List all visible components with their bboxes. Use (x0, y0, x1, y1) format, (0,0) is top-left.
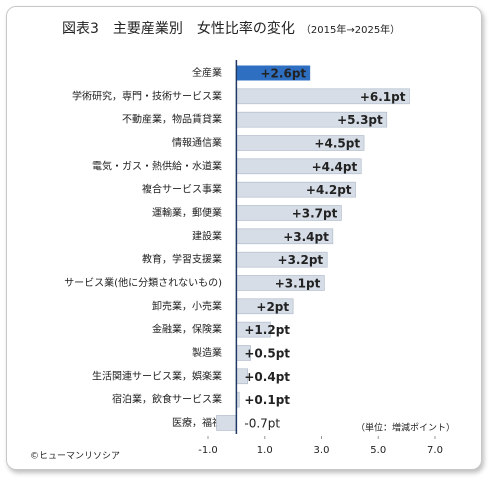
y-tick-label: サービス業(他に分類されないもの) (64, 276, 222, 289)
value-label: +2.6pt (261, 67, 307, 81)
value-label: -0.7pt (244, 416, 280, 430)
value-label: +5.3pt (337, 113, 383, 127)
value-label: +3.1pt (275, 276, 321, 290)
x-tick-label: 5.0 (370, 445, 386, 456)
y-tick-label: 生活関連サービス業，娯楽業 (92, 369, 222, 382)
y-tick-label: 学術研究，専門・技術サービス業 (72, 89, 222, 102)
bar (236, 65, 311, 81)
x-tick-label: 3.0 (314, 445, 330, 456)
value-label: +1.2pt (244, 323, 290, 337)
value-label: +4.2pt (306, 183, 352, 197)
source: ©ヒューマンリソシア (30, 451, 120, 462)
y-tick-label: 不動産業，物品賃貸業 (122, 113, 222, 126)
value-label: +2pt (256, 300, 289, 314)
value-label: +3.7pt (292, 206, 338, 220)
value-label: +0.5pt (244, 346, 290, 360)
y-tick-label: 教育，学習支援業 (142, 253, 222, 266)
x-tick-label: 7.0 (427, 445, 443, 456)
x-tick-label: 1.0 (257, 445, 273, 456)
value-label: +6.1pt (360, 90, 406, 104)
x-tick-label: -1.0 (198, 445, 218, 456)
bar (216, 415, 237, 431)
value-label: +3.4pt (283, 230, 329, 244)
y-tick-label: 製造業 (192, 346, 222, 359)
y-tick-label: 医療，福祉 (172, 416, 222, 429)
y-tick-label: 複合サービス事業 (142, 183, 222, 196)
value-label: +0.1pt (244, 393, 290, 407)
value-label: +4.5pt (314, 136, 360, 150)
y-tick-label: 運輸業，郵便業 (152, 206, 222, 219)
annotation: （単位：増減ポイント） (356, 422, 455, 434)
value-label: +4.4pt (312, 160, 358, 174)
y-tick-label: 全産業 (192, 66, 222, 79)
y-tick-label: 卸売業，小売業 (152, 299, 222, 312)
y-tick-label: 建設業 (192, 229, 222, 242)
y-tick-label: 金融業，保険業 (152, 323, 222, 336)
chart-subtitle: （2015年→2025年） (301, 23, 400, 36)
value-label: +3.2pt (278, 253, 324, 267)
value-label: +0.4pt (244, 370, 290, 384)
chart-title: 図表3 主要産業別 女性比率の変化 (62, 20, 295, 37)
y-tick-label: 情報通信業 (172, 136, 222, 149)
y-tick-label: 電気・ガス・熱供給・水道業 (92, 159, 222, 172)
y-tick-label: 宿泊業，飲食サービス業 (112, 393, 222, 406)
